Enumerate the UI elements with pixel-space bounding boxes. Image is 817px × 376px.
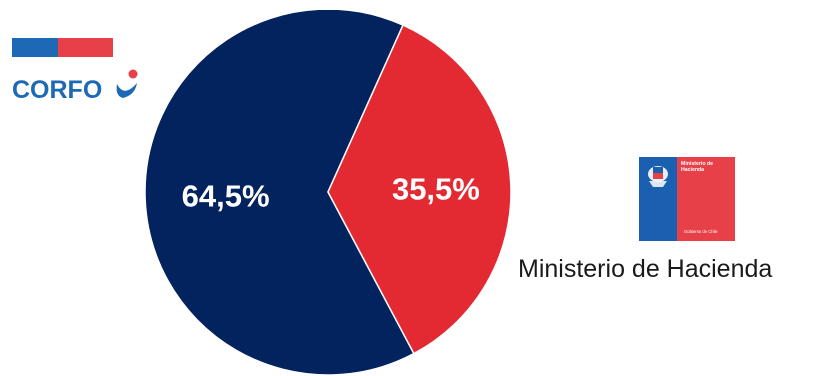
ministerio-hacienda-logo: Ministerio de Hacienda Gobierno de Chile [639,157,735,241]
pie-slice-1 [144,10,415,376]
pie-slice-label-2: 35,5% [392,171,480,206]
ministerio-logo-line1: Ministerio de [681,161,713,167]
coat-of-arms-icon [648,166,668,187]
ministerio-logo-red-panel [677,157,735,241]
corfo-logo: CORFO [12,38,138,104]
corfo-logo-text: CORFO [12,76,102,104]
pie-chart: 64,5% 35,5% [144,10,512,376]
corfo-logo-figure-icon [116,69,138,98]
pie-slices [144,10,512,376]
ministerio-logo-line2: Hacienda [681,167,704,173]
pie-slice-2 [327,24,512,355]
pie-labels: 64,5% 35,5% [182,171,480,213]
corfo-logo-red-bar [58,38,113,57]
corfo-logo-blue-bar [12,38,58,57]
ministerio-caption: Ministerio de Hacienda [518,255,773,283]
pie-slice-label-1: 64,5% [182,178,270,213]
ministerio-logo-footer: Gobierno de Chile [684,229,718,234]
